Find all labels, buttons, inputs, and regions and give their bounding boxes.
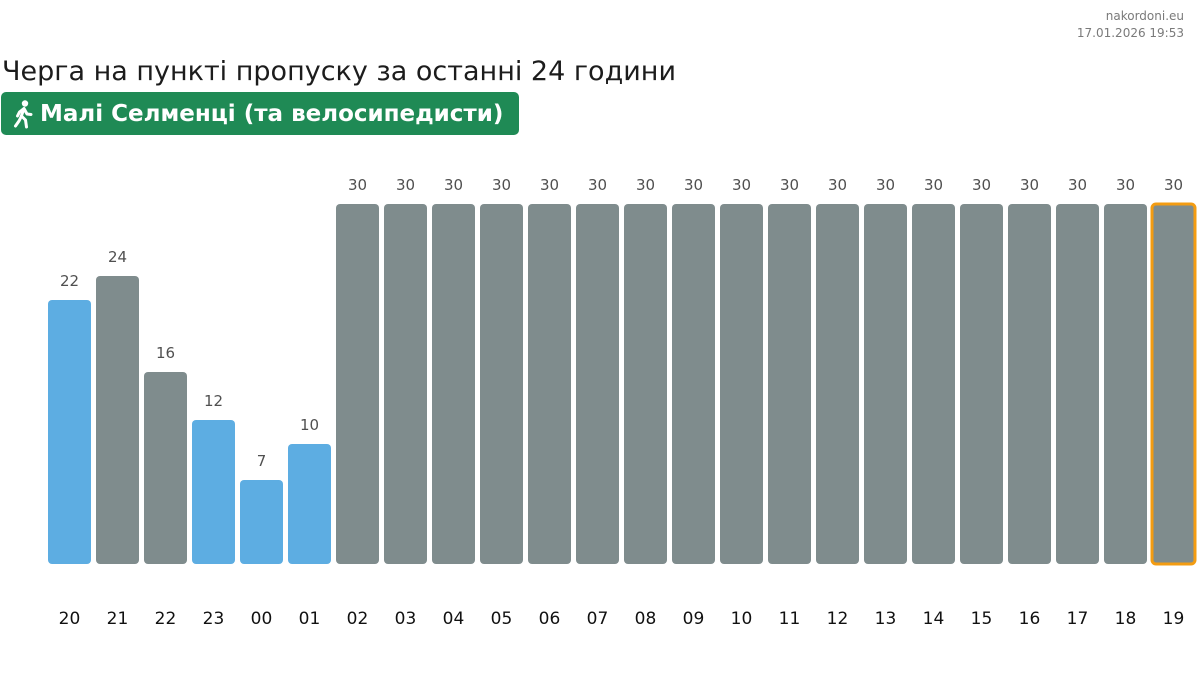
- hour-label-02: 02: [347, 609, 369, 629]
- bar-03: [384, 204, 427, 564]
- hour-label-01: 01: [299, 609, 321, 629]
- hour-label-16: 16: [1019, 609, 1041, 629]
- source-site: nakordoni.eu: [1105, 9, 1184, 23]
- bar-01: [288, 444, 331, 564]
- bar-23: [192, 420, 235, 564]
- value-label-11: 30: [780, 176, 799, 194]
- bar-10: [720, 204, 763, 564]
- bar-22: [144, 372, 187, 564]
- hour-label-17: 17: [1067, 609, 1089, 629]
- checkpoint-badge: Малі Селменці (та велосипедисти): [1, 92, 520, 135]
- hour-label-14: 14: [923, 609, 945, 629]
- value-label-08: 30: [636, 176, 655, 194]
- hour-label-19: 19: [1163, 609, 1185, 629]
- bar-18: [1104, 204, 1147, 564]
- value-label-17: 30: [1068, 176, 1087, 194]
- bar-05: [480, 204, 523, 564]
- bar-02: [336, 204, 379, 564]
- walking-person-icon: [11, 99, 37, 129]
- bar-07: [576, 204, 619, 564]
- chart-title: Черга на пункті пропуску за останні 24 г…: [2, 56, 676, 87]
- value-label-03: 30: [396, 176, 415, 194]
- bar-06: [528, 204, 571, 564]
- bar-15: [960, 204, 1003, 564]
- value-label-14: 30: [924, 176, 943, 194]
- hour-label-22: 22: [155, 609, 177, 629]
- value-label-07: 30: [588, 176, 607, 194]
- bar-11: [768, 204, 811, 564]
- bar-21: [96, 276, 139, 564]
- bar-12: [816, 204, 859, 564]
- hour-label-12: 12: [827, 609, 849, 629]
- hour-label-08: 08: [635, 609, 657, 629]
- bar-13: [864, 204, 907, 564]
- hour-label-04: 04: [443, 609, 465, 629]
- bar-00: [240, 480, 283, 564]
- hour-label-03: 03: [395, 609, 417, 629]
- value-label-05: 30: [492, 176, 511, 194]
- hour-label-13: 13: [875, 609, 897, 629]
- value-label-16: 30: [1020, 176, 1039, 194]
- value-label-13: 30: [876, 176, 895, 194]
- hour-label-15: 15: [971, 609, 993, 629]
- hour-label-23: 23: [203, 609, 225, 629]
- hour-label-07: 07: [587, 609, 609, 629]
- hour-label-20: 20: [59, 609, 81, 629]
- hour-label-05: 05: [491, 609, 513, 629]
- value-label-23: 12: [204, 392, 223, 410]
- value-label-15: 30: [972, 176, 991, 194]
- hour-label-00: 00: [251, 609, 273, 629]
- bar-08: [624, 204, 667, 564]
- hour-label-06: 06: [539, 609, 561, 629]
- value-label-10: 30: [732, 176, 751, 194]
- hour-label-11: 11: [779, 609, 801, 629]
- bar-17: [1056, 204, 1099, 564]
- bar-14: [912, 204, 955, 564]
- hour-label-10: 10: [731, 609, 753, 629]
- value-label-22: 16: [156, 344, 175, 362]
- value-label-09: 30: [684, 176, 703, 194]
- value-label-21: 24: [108, 248, 127, 266]
- source-timestamp: 17.01.2026 19:53: [1076, 26, 1184, 40]
- value-label-18: 30: [1116, 176, 1135, 194]
- hour-label-21: 21: [107, 609, 129, 629]
- source-info: nakordoni.eu 17.01.2026 19:53: [1077, 8, 1184, 42]
- value-label-20: 22: [60, 272, 79, 290]
- bar-20: [48, 300, 91, 564]
- value-label-19: 30: [1164, 176, 1183, 194]
- value-label-12: 30: [828, 176, 847, 194]
- value-label-04: 30: [444, 176, 463, 194]
- hour-label-09: 09: [683, 609, 705, 629]
- hour-label-18: 18: [1115, 609, 1137, 629]
- bar-09: [672, 204, 715, 564]
- value-label-02: 30: [348, 176, 367, 194]
- bar-04: [432, 204, 475, 564]
- bar-16: [1008, 204, 1051, 564]
- bar-19: [1150, 202, 1197, 566]
- checkpoint-name: Малі Селменці (та велосипедисти): [40, 100, 504, 127]
- value-label-06: 30: [540, 176, 559, 194]
- value-label-01: 10: [300, 416, 319, 434]
- value-label-00: 7: [257, 452, 267, 470]
